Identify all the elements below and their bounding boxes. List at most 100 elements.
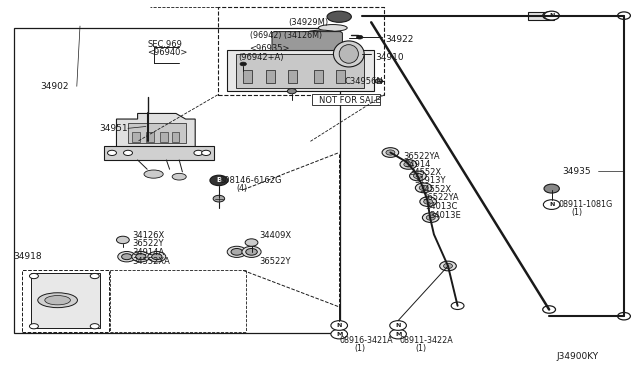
Text: (1): (1)	[571, 208, 582, 217]
Text: (96942+A): (96942+A)	[239, 53, 284, 62]
FancyBboxPatch shape	[128, 123, 186, 143]
Circle shape	[382, 148, 399, 157]
Text: 08916-3421A: 08916-3421A	[339, 336, 393, 345]
Circle shape	[240, 62, 246, 66]
Text: N: N	[337, 323, 342, 328]
FancyBboxPatch shape	[172, 132, 179, 142]
Text: C34956N: C34956N	[344, 77, 383, 86]
Circle shape	[413, 173, 422, 179]
Circle shape	[375, 79, 383, 83]
Text: 34935: 34935	[562, 167, 591, 176]
FancyBboxPatch shape	[132, 132, 140, 142]
Circle shape	[122, 254, 132, 260]
Text: 36522Y: 36522Y	[259, 257, 291, 266]
Circle shape	[108, 150, 116, 155]
Ellipse shape	[38, 293, 77, 308]
Text: 34126X: 34126X	[132, 231, 164, 240]
FancyBboxPatch shape	[227, 50, 374, 91]
Circle shape	[152, 254, 162, 260]
Ellipse shape	[327, 11, 351, 22]
Text: 08911-3422A: 08911-3422A	[400, 336, 454, 345]
Text: (1): (1)	[415, 344, 426, 353]
Text: 34914A: 34914A	[132, 248, 164, 257]
Circle shape	[451, 302, 464, 310]
Text: 34951: 34951	[99, 124, 128, 133]
Text: 34918: 34918	[13, 252, 42, 261]
Text: N: N	[549, 13, 554, 18]
Circle shape	[543, 306, 556, 313]
FancyBboxPatch shape	[236, 54, 364, 88]
FancyBboxPatch shape	[243, 70, 252, 83]
Circle shape	[227, 246, 246, 257]
Circle shape	[543, 200, 560, 209]
Circle shape	[246, 248, 257, 255]
Circle shape	[426, 215, 435, 220]
Circle shape	[231, 248, 243, 255]
Ellipse shape	[45, 295, 70, 305]
Circle shape	[404, 162, 413, 167]
Text: J34900KY: J34900KY	[557, 352, 599, 361]
Text: NOT FOR SALE: NOT FOR SALE	[319, 96, 380, 105]
FancyBboxPatch shape	[528, 12, 554, 20]
Circle shape	[242, 246, 261, 257]
Circle shape	[148, 251, 166, 262]
FancyBboxPatch shape	[336, 70, 345, 83]
Circle shape	[390, 321, 406, 330]
Circle shape	[543, 12, 556, 19]
Ellipse shape	[302, 30, 340, 41]
Circle shape	[90, 324, 99, 329]
Circle shape	[287, 89, 296, 94]
Text: 08911-1081G: 08911-1081G	[558, 200, 612, 209]
Text: 34013E: 34013E	[429, 211, 461, 220]
Text: 34902: 34902	[40, 82, 69, 91]
Circle shape	[202, 150, 211, 155]
Text: SEC.969: SEC.969	[147, 40, 182, 49]
Text: <96935>: <96935>	[250, 44, 290, 53]
FancyBboxPatch shape	[160, 132, 168, 142]
Circle shape	[424, 199, 433, 204]
FancyBboxPatch shape	[288, 70, 297, 83]
Text: M: M	[336, 331, 342, 337]
Circle shape	[331, 321, 348, 330]
FancyBboxPatch shape	[314, 70, 323, 83]
Circle shape	[544, 184, 559, 193]
Circle shape	[410, 171, 426, 181]
Ellipse shape	[144, 170, 163, 178]
Circle shape	[544, 11, 559, 20]
Circle shape	[136, 254, 146, 260]
Circle shape	[390, 329, 406, 339]
FancyBboxPatch shape	[272, 32, 342, 51]
Text: 34552XA: 34552XA	[132, 257, 170, 266]
Text: (1): (1)	[354, 344, 365, 353]
Text: 34914: 34914	[404, 160, 431, 169]
Circle shape	[400, 160, 417, 169]
Circle shape	[118, 251, 136, 262]
Ellipse shape	[339, 45, 358, 63]
FancyBboxPatch shape	[312, 94, 380, 105]
Circle shape	[29, 273, 38, 279]
Text: 34409X: 34409X	[259, 231, 291, 240]
FancyBboxPatch shape	[146, 132, 154, 142]
Circle shape	[90, 273, 99, 279]
Circle shape	[194, 150, 203, 155]
Text: ß08146-6162G: ß08146-6162G	[220, 176, 282, 185]
Circle shape	[245, 239, 258, 246]
Circle shape	[386, 150, 395, 155]
Polygon shape	[104, 146, 214, 160]
Text: (96942) (34126M): (96942) (34126M)	[250, 31, 322, 40]
Text: 34013C: 34013C	[426, 202, 458, 211]
Text: 36522Y: 36522Y	[132, 239, 164, 248]
Text: M: M	[395, 331, 401, 337]
Text: 31913Y: 31913Y	[415, 176, 446, 185]
Circle shape	[415, 183, 432, 193]
Circle shape	[419, 185, 428, 190]
Circle shape	[210, 175, 228, 186]
Text: 34910: 34910	[375, 53, 404, 62]
Circle shape	[116, 236, 129, 244]
Circle shape	[420, 197, 436, 206]
Text: (34929M): (34929M)	[288, 18, 328, 27]
Circle shape	[440, 261, 456, 271]
Circle shape	[444, 263, 452, 269]
FancyBboxPatch shape	[266, 70, 275, 83]
Circle shape	[618, 12, 630, 19]
